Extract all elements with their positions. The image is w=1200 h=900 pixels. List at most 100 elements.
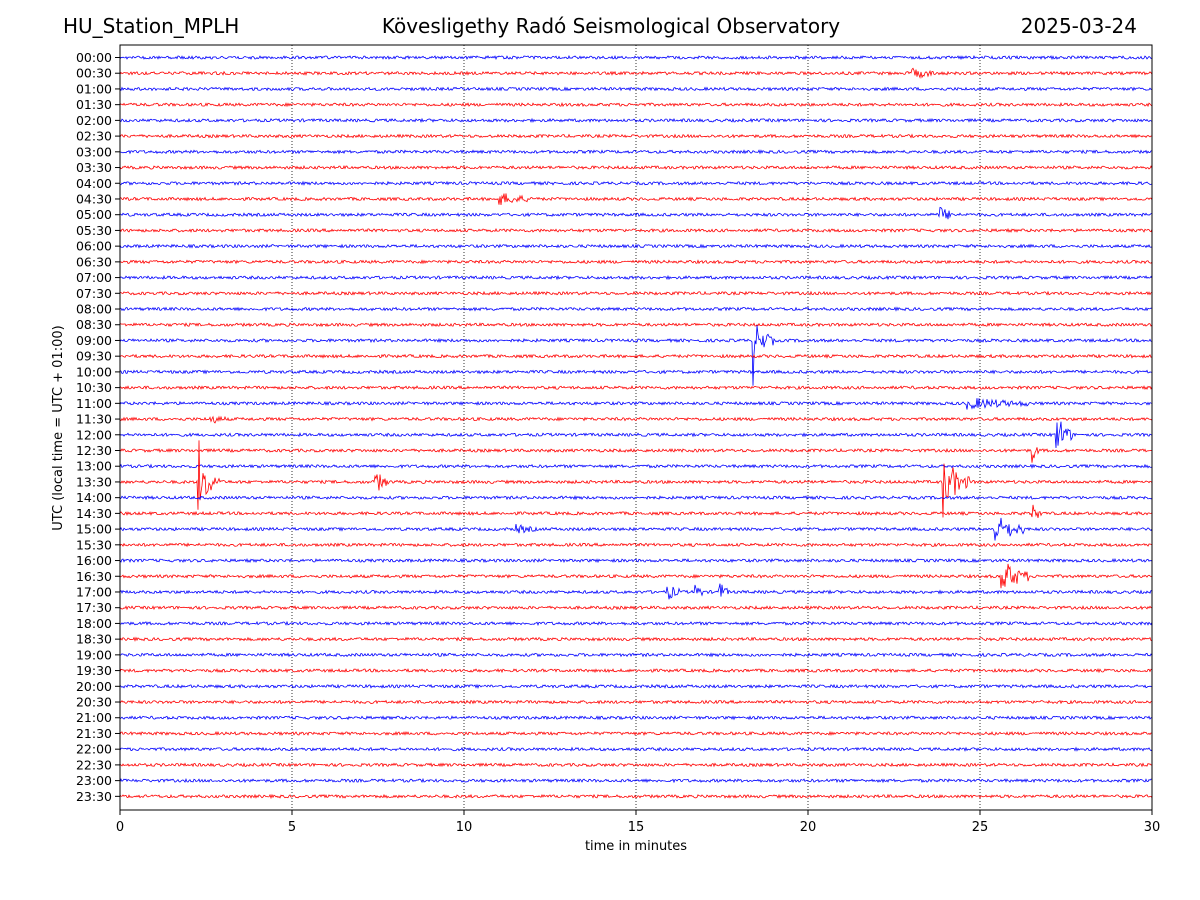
y-tick-label: 09:30 [76,349,112,364]
trace-row [119,463,1153,469]
y-tick-label: 10:00 [76,364,112,379]
trace-row [119,306,1153,312]
y-tick-label: 05:00 [76,207,112,222]
station-label: HU_Station_MPLH [63,14,240,38]
trace-row [119,398,1153,410]
trace-row [119,517,1153,541]
trace-row [119,102,1153,108]
observatory-title: Kövesligethy Radó Seismological Observat… [381,14,841,38]
y-tick-label: 00:00 [76,50,112,65]
y-tick-label: 18:30 [76,632,112,647]
y-tick-label: 00:30 [76,66,112,81]
date-label: 2025-03-24 [1020,14,1137,38]
trace-row [119,504,1153,519]
trace-row [119,149,1153,155]
y-tick-label: 22:30 [76,757,112,772]
trace-row [119,290,1153,296]
trace-row [119,164,1153,171]
x-tick-label: 25 [972,820,989,835]
trace-row [119,793,1153,800]
y-axis-label: UTC (local time = UTC + 01:00) [51,325,66,530]
y-tick-label: 13:30 [76,474,112,489]
y-tick-label: 16:30 [76,569,112,584]
trace-row [119,243,1153,249]
x-tick-group: 0 5 10 15 20 25 30 [116,810,1160,835]
y-tick-label: 20:00 [76,679,112,694]
y-tick-label: 20:30 [76,695,112,710]
trace-row [119,415,1153,424]
trace-row [119,447,1153,463]
y-tick-label: 12:00 [76,427,112,442]
trace-row [119,86,1153,92]
y-tick-label: 10:30 [76,380,112,395]
y-tick-label: 09:00 [76,333,112,348]
y-tick-label: 19:30 [76,663,112,678]
trace-row [119,193,1153,205]
trace-row [119,495,1153,501]
y-tick-label: 02:00 [76,113,112,128]
trace-row [119,762,1153,768]
trace-row [119,274,1153,281]
x-tick-label: 10 [456,820,473,835]
y-tick-label: 01:30 [76,97,112,112]
x-tick-label: 15 [628,820,645,835]
trace-row [119,325,1153,386]
trace-row [119,542,1153,548]
y-tick-label: 11:00 [76,396,112,411]
trace-row [119,259,1153,265]
trace-row [119,620,1153,627]
y-tick-label: 06:30 [76,254,112,269]
trace-row [119,746,1153,752]
trace-row [119,55,1153,61]
trace-row [119,715,1153,721]
grid-lines [291,45,981,810]
trace-row [119,652,1153,658]
y-tick-label: 21:00 [76,710,112,725]
y-tick-label: 14:00 [76,490,112,505]
x-tick-label: 30 [1144,820,1161,835]
y-tick-label: 16:00 [76,553,112,568]
trace-row [119,206,1153,220]
trace-row [119,668,1153,674]
y-tick-label: 08:30 [76,317,112,332]
y-tick-label: 02:30 [76,129,112,144]
y-tick-label: 21:30 [76,726,112,741]
y-tick-label: 04:00 [76,176,112,191]
y-tick-label: 15:30 [76,537,112,552]
trace-row [119,180,1153,186]
trace-row [119,605,1153,611]
trace-row [119,777,1153,784]
trace-row [119,353,1153,359]
x-tick-label: 0 [116,820,124,835]
y-tick-label: 03:00 [76,144,112,159]
trace-row [119,385,1153,391]
trace-row [119,440,1153,518]
x-tick-label: 5 [288,820,296,835]
y-tick-label: 14:30 [76,506,112,521]
x-axis-label: time in minutes [585,839,687,854]
trace-row [119,699,1153,705]
y-tick-group: 00:0000:3001:0001:3002:0002:3003:0003:30… [76,50,120,804]
trace-row [119,421,1153,448]
y-tick-label: 06:00 [76,239,112,254]
y-tick-label: 15:00 [76,522,112,537]
trace-row [119,583,1153,600]
y-tick-label: 08:00 [76,302,112,317]
y-tick-label: 22:00 [76,742,112,757]
y-tick-label: 23:00 [76,773,112,788]
trace-row [119,67,1153,79]
trace-row [119,117,1153,124]
y-tick-label: 17:30 [76,600,112,615]
y-tick-label: 13:00 [76,459,112,474]
trace-row [119,557,1153,564]
trace-row [119,227,1153,233]
y-tick-label: 23:30 [76,789,112,804]
y-tick-label: 19:00 [76,647,112,662]
trace-row [119,683,1153,689]
x-tick-label: 20 [800,820,817,835]
y-tick-label: 18:00 [76,616,112,631]
y-tick-label: 07:00 [76,270,112,285]
y-tick-label: 17:00 [76,584,112,599]
y-tick-label: 03:30 [76,160,112,175]
